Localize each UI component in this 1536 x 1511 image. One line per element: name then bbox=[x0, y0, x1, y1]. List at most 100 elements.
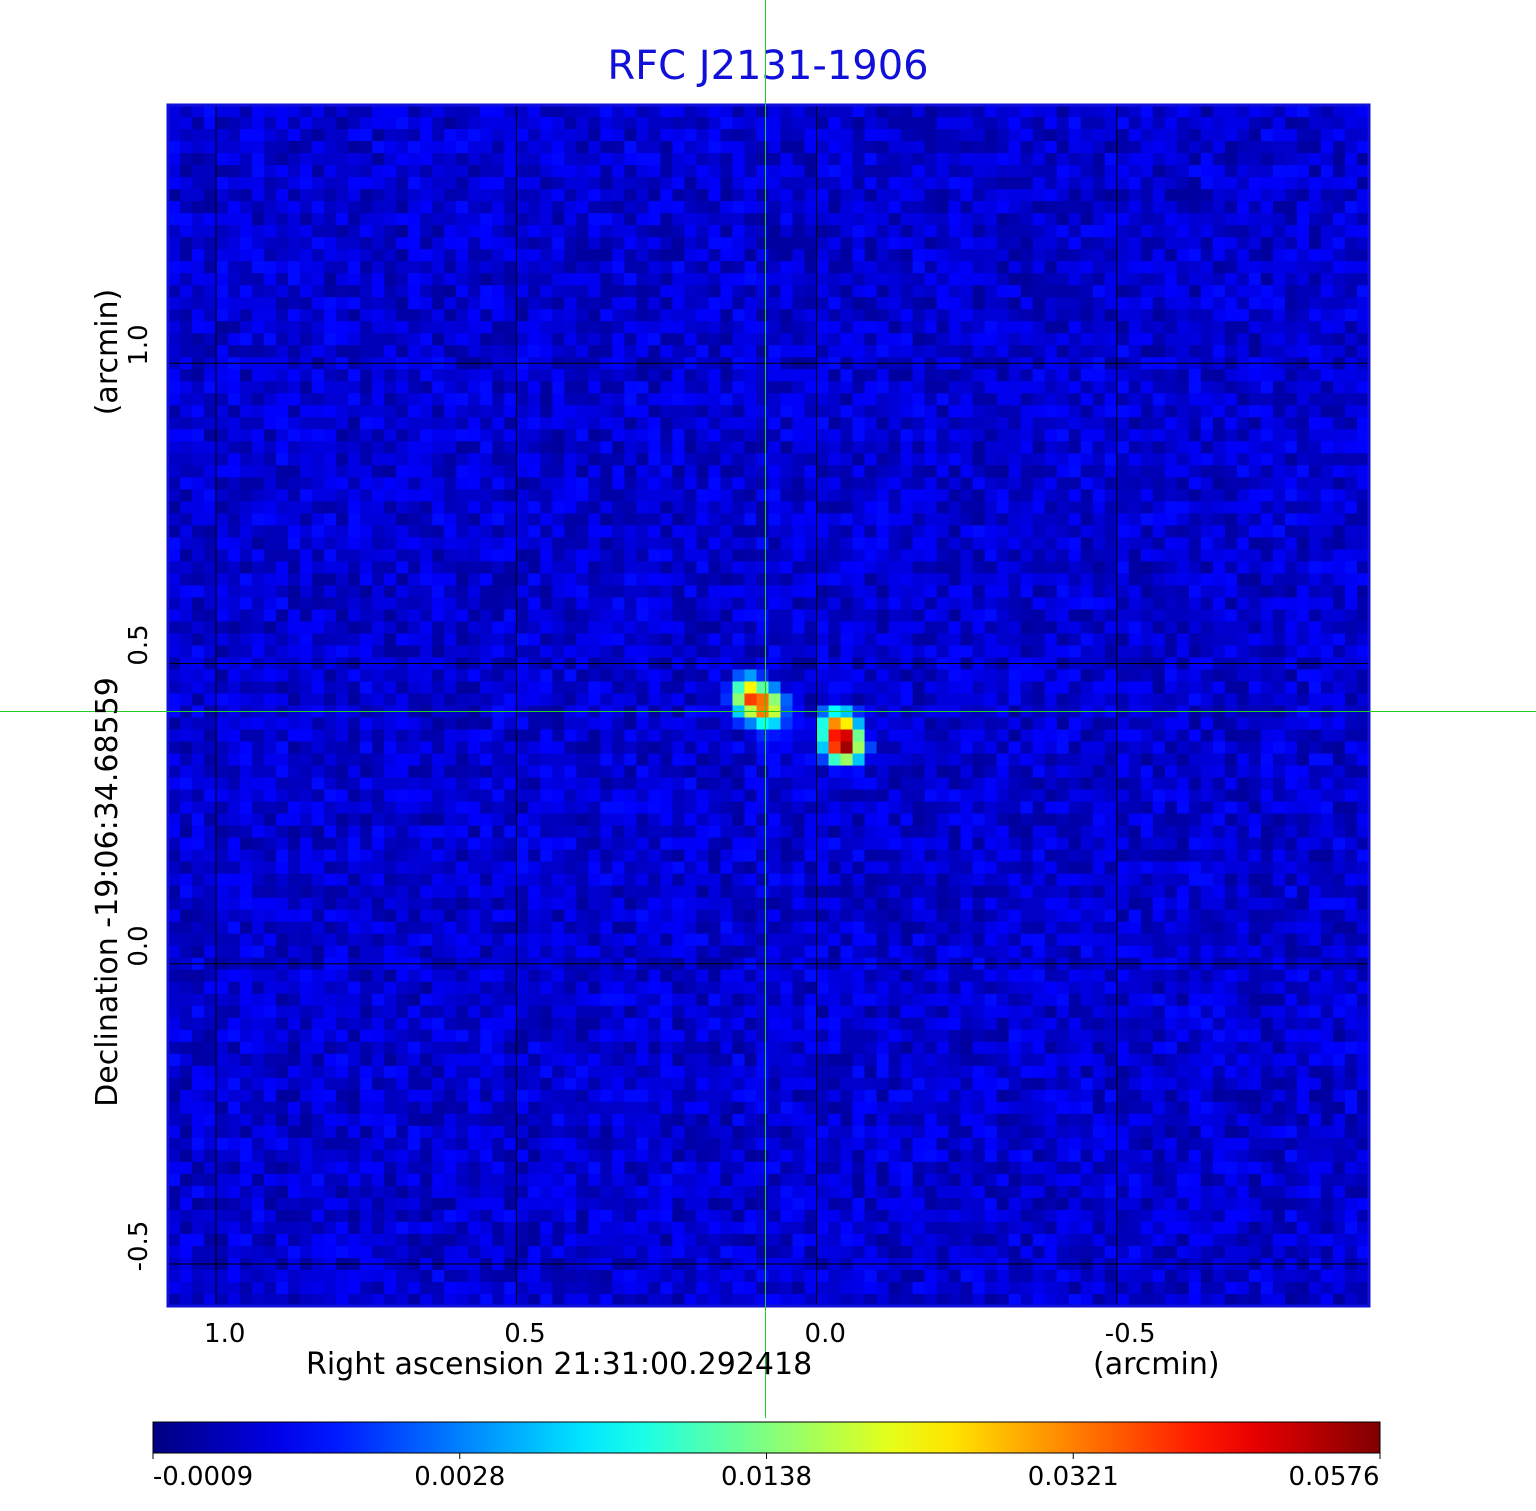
heatmap-cell bbox=[684, 129, 698, 142]
heatmap-cell bbox=[396, 165, 409, 178]
heatmap-cell bbox=[1284, 261, 1298, 274]
heatmap-cell bbox=[1044, 333, 1058, 346]
heatmap-cell bbox=[1164, 369, 1178, 382]
heatmap-cell bbox=[756, 477, 770, 490]
heatmap-cell bbox=[528, 309, 541, 322]
heatmap-cell bbox=[396, 333, 409, 346]
heatmap-cell bbox=[720, 537, 734, 550]
heatmap-cell bbox=[972, 297, 986, 310]
heatmap-cell bbox=[588, 333, 601, 346]
heatmap-cell bbox=[1248, 537, 1262, 550]
heatmap-cell bbox=[1272, 597, 1286, 611]
heatmap-cell bbox=[636, 441, 649, 454]
heatmap-cell bbox=[1320, 201, 1334, 214]
heatmap-cell bbox=[672, 597, 686, 611]
heatmap-cell bbox=[576, 261, 589, 274]
heatmap-cell bbox=[1224, 597, 1238, 611]
heatmap-cell bbox=[1332, 573, 1346, 586]
heatmap-cell bbox=[588, 489, 601, 502]
heatmap-cell bbox=[804, 681, 818, 695]
heatmap-cell bbox=[1092, 633, 1106, 647]
heatmap-cell bbox=[864, 573, 878, 586]
heatmap-cell bbox=[636, 537, 649, 550]
heatmap-cell bbox=[1020, 189, 1034, 202]
heatmap-cell bbox=[396, 501, 409, 514]
heatmap-cell bbox=[264, 261, 277, 274]
heatmap-cell bbox=[492, 225, 505, 238]
heatmap-cell bbox=[876, 177, 890, 190]
heatmap-cell bbox=[612, 489, 625, 502]
heatmap-cell bbox=[1320, 273, 1334, 286]
heatmap-cell bbox=[1296, 237, 1310, 250]
heatmap-cell bbox=[960, 189, 974, 202]
heatmap-cell bbox=[1344, 105, 1358, 118]
heatmap-cell bbox=[600, 225, 613, 238]
heatmap-cell bbox=[744, 201, 758, 214]
heatmap-cell bbox=[300, 333, 313, 346]
heatmap-cell bbox=[828, 465, 842, 478]
heatmap-cell bbox=[504, 693, 517, 707]
heatmap-cell bbox=[420, 693, 433, 707]
heatmap-cell bbox=[756, 693, 770, 707]
heatmap-cell bbox=[480, 693, 493, 707]
heatmap-cell bbox=[672, 465, 686, 478]
heatmap-cell bbox=[1200, 333, 1214, 346]
heatmap-cell bbox=[996, 225, 1010, 238]
heatmap-cell bbox=[276, 417, 289, 430]
heatmap-cell bbox=[1056, 237, 1070, 250]
heatmap-cell bbox=[672, 333, 686, 346]
heatmap-cell bbox=[780, 681, 794, 695]
heatmap-cell bbox=[1020, 237, 1034, 250]
heatmap-cell bbox=[372, 681, 385, 695]
heatmap-cell bbox=[1152, 609, 1166, 623]
heatmap-cell bbox=[864, 153, 878, 166]
heatmap-cell bbox=[816, 345, 830, 358]
heatmap-cell bbox=[1188, 501, 1202, 514]
heatmap-cell bbox=[828, 477, 842, 490]
heatmap-cell bbox=[480, 501, 493, 514]
heatmap-cell bbox=[264, 297, 277, 310]
heatmap-cell bbox=[960, 645, 974, 659]
heatmap-cell bbox=[528, 561, 541, 574]
heatmap-cell bbox=[1260, 213, 1274, 226]
heatmap-cell bbox=[252, 537, 265, 550]
heatmap-cell bbox=[456, 693, 469, 707]
heatmap-cell bbox=[180, 201, 193, 214]
heatmap-cell bbox=[264, 285, 277, 298]
heatmap-cell bbox=[864, 141, 878, 154]
heatmap-cell bbox=[324, 261, 337, 274]
heatmap-cell bbox=[252, 117, 265, 130]
heatmap-cell bbox=[180, 609, 193, 623]
heatmap-cell bbox=[168, 153, 181, 166]
heatmap-cell bbox=[828, 585, 842, 599]
heatmap-cell bbox=[1032, 129, 1046, 142]
heatmap-cell bbox=[420, 309, 433, 322]
heatmap-cell bbox=[336, 225, 349, 238]
heatmap-cell bbox=[1272, 477, 1286, 490]
heatmap-cell bbox=[672, 225, 686, 238]
heatmap-cell bbox=[1176, 141, 1190, 154]
heatmap-cell bbox=[792, 249, 806, 262]
heatmap-cell bbox=[876, 513, 890, 526]
heatmap-cell bbox=[1092, 261, 1106, 274]
heatmap-cell bbox=[1092, 669, 1106, 683]
heatmap-cell bbox=[816, 225, 830, 238]
heatmap-cell bbox=[684, 165, 698, 178]
heatmap-cell bbox=[240, 453, 253, 466]
heatmap-cell bbox=[312, 585, 325, 599]
heatmap-cell bbox=[276, 429, 289, 442]
heatmap-cell bbox=[204, 105, 217, 118]
heatmap-cell bbox=[264, 129, 277, 142]
heatmap-cell bbox=[1344, 225, 1358, 238]
heatmap-cell bbox=[1116, 633, 1130, 647]
heatmap-cell bbox=[216, 201, 229, 214]
heatmap-cell bbox=[288, 117, 301, 130]
heatmap-cell bbox=[1056, 597, 1070, 611]
heatmap-cell bbox=[1236, 453, 1250, 466]
heatmap-cell bbox=[960, 201, 974, 214]
heatmap-cell bbox=[540, 225, 553, 238]
heatmap-cell bbox=[192, 249, 205, 262]
heatmap-cell bbox=[1140, 309, 1154, 322]
heatmap-cell bbox=[480, 453, 493, 466]
heatmap-cell bbox=[1068, 117, 1082, 130]
